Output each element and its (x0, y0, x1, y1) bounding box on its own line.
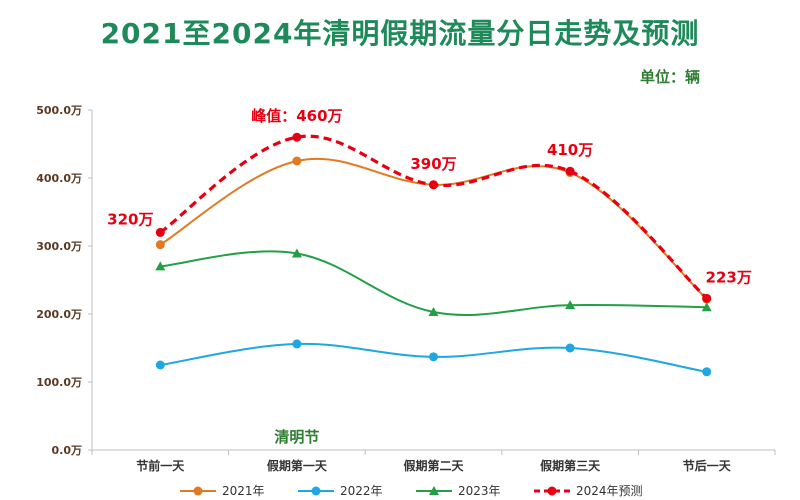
y-tick-label: 400.0万 (36, 172, 82, 185)
data-point (429, 352, 438, 362)
legend-marker (311, 486, 321, 496)
x-tick-label: 假期第三天 (540, 458, 601, 473)
legend-label: 2024年预测 (576, 484, 643, 498)
data-point (292, 156, 302, 166)
data-point (155, 227, 165, 237)
legend-marker (193, 486, 203, 496)
x-tick-label: 假期第一天 (267, 458, 328, 473)
y-tick-label: 300.0万 (36, 240, 82, 253)
legend-label: 2022年 (340, 484, 383, 498)
data-point (702, 367, 712, 377)
y-tick-label: 500.0万 (36, 104, 82, 117)
data-label: 320万 (107, 210, 153, 228)
legend-marker (429, 486, 439, 495)
data-label: 390万 (410, 155, 456, 173)
x-tick-label: 假期第二天 (403, 458, 464, 473)
data-point (155, 261, 166, 271)
data-point (292, 132, 302, 142)
legend-label: 2021年 (222, 484, 265, 498)
legend-marker (547, 486, 557, 496)
data-point (702, 293, 712, 303)
data-point (155, 360, 165, 370)
data-label: 峰值：460万 (251, 107, 342, 125)
series-line-3 (160, 250, 707, 316)
x-tick-label: 节前一天 (136, 458, 185, 473)
data-point (565, 300, 576, 310)
legend-label: 2023年 (458, 484, 501, 498)
data-point (155, 240, 165, 250)
data-point (429, 180, 438, 190)
data-point (565, 166, 575, 176)
data-label: 223万 (706, 268, 752, 286)
y-tick-label: 0.0万 (52, 444, 83, 457)
unit-label: 单位：辆 (640, 68, 701, 86)
data-point (292, 339, 302, 349)
data-point (565, 343, 575, 353)
y-tick-label: 200.0万 (36, 308, 82, 321)
data-label: 410万 (547, 141, 593, 159)
series-line-1 (159, 157, 708, 300)
y-tick-label: 100.0万 (36, 376, 82, 389)
data-point (701, 302, 712, 312)
data-point (291, 248, 302, 258)
chart-title: 2021至2024年清明假期流量分日走势及预测 (100, 17, 700, 50)
x-tick-label: 节后一天 (683, 458, 732, 473)
x-axis-title: 清明节 (274, 428, 319, 446)
data-point (428, 306, 439, 316)
